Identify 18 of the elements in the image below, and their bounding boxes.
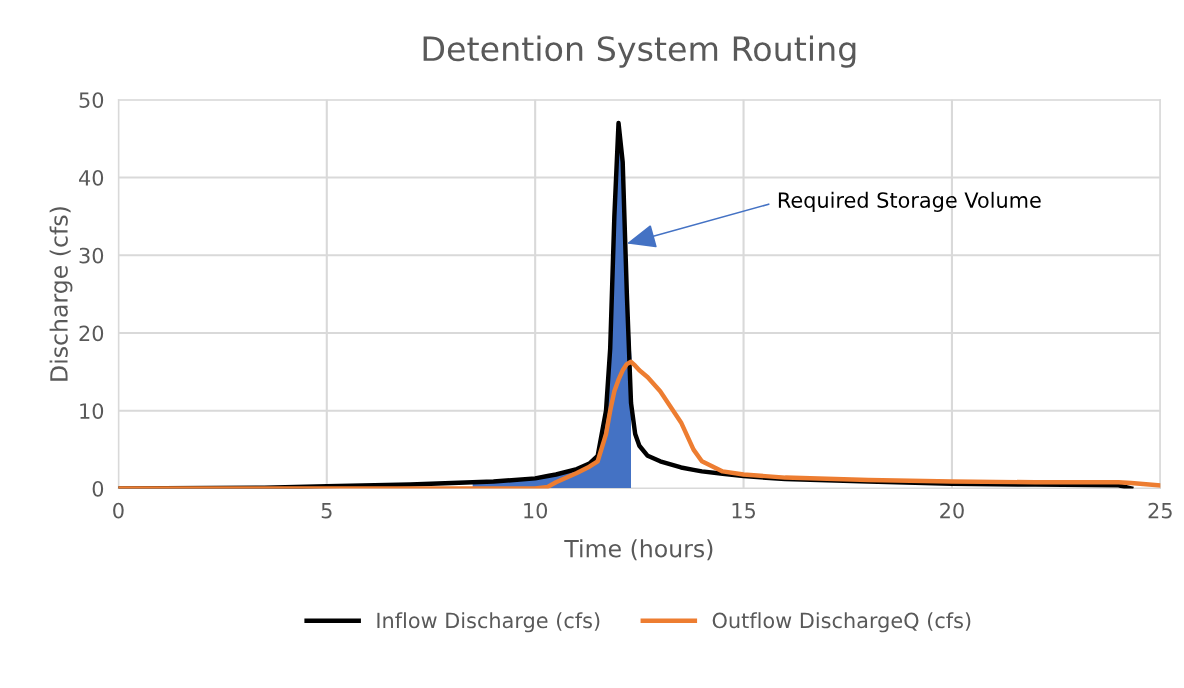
x-axis-title: Time (hours) <box>564 539 713 561</box>
y-tick-label: 40 <box>79 169 104 186</box>
y-axis-title: Discharge (cfs) <box>49 207 73 381</box>
y-tick-label: 50 <box>79 92 104 108</box>
x-tick-label: 20 <box>940 502 964 519</box>
x-tick-label: 25 <box>1148 502 1172 519</box>
annotation: Required Storage Volume <box>778 191 1041 212</box>
x-tick-label: 5 <box>321 503 332 519</box>
chart-title: Detention System Routing <box>423 35 856 68</box>
legend-label: Outflow DischargeQ (cfs) <box>712 612 971 633</box>
y-tick-label: 10 <box>80 403 104 419</box>
y-tick-label: 0 <box>92 480 104 497</box>
x-tick-label: 15 <box>732 503 755 519</box>
x-tick-label: 0 <box>113 502 124 519</box>
legend-label: Inflow Discharge (cfs) <box>377 612 600 633</box>
x-tick-label: 10 <box>524 502 548 519</box>
y-tick-label: 30 <box>79 247 104 264</box>
y-tick-label: 20 <box>79 325 104 342</box>
